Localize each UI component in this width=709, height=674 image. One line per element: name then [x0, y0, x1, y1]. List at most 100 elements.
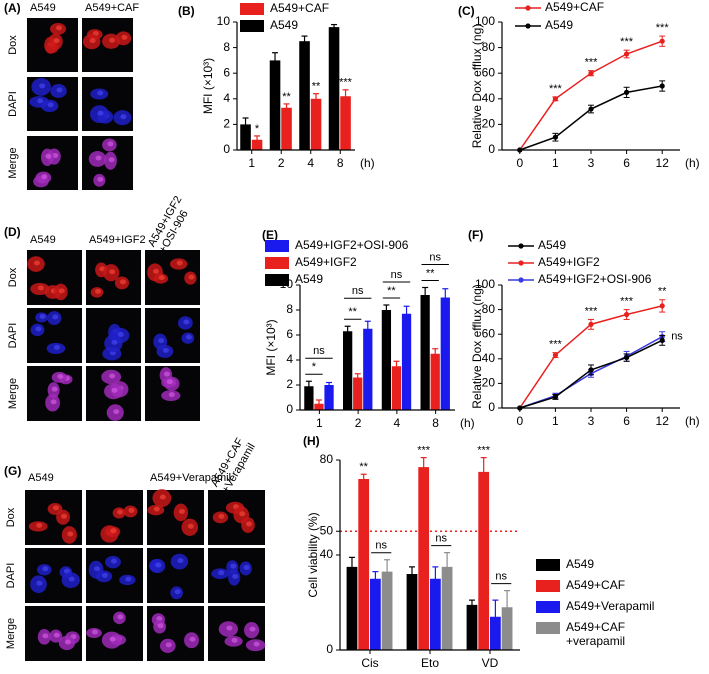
- panel-label: (C): [458, 4, 475, 18]
- panel-label: (D): [4, 225, 21, 239]
- nucleus-detail: [107, 141, 114, 147]
- bar: [304, 386, 314, 410]
- x-tick-label: VD: [482, 656, 499, 670]
- nucleus-detail: [119, 279, 126, 285]
- nucleus-detail: [37, 98, 44, 104]
- y-tick-label: 40: [482, 91, 496, 105]
- bar: [430, 578, 441, 650]
- x-tick-label: 2: [278, 156, 285, 170]
- nucleus-detail: [68, 576, 75, 582]
- bar: [420, 295, 430, 410]
- nucleus-detail: [36, 580, 43, 586]
- bar: [353, 377, 363, 410]
- panel-label: (F): [468, 228, 483, 242]
- legend-swatch: [240, 3, 264, 15]
- y-tick-label: 6: [286, 327, 293, 341]
- nucleus-detail: [52, 314, 59, 320]
- bar: [328, 27, 340, 150]
- legend-label: A549: [545, 18, 573, 32]
- row-label: Merge: [7, 147, 19, 178]
- comparison-label: ns: [435, 533, 447, 545]
- nucleus-detail: [52, 153, 59, 159]
- x-tick-label: 0: [516, 414, 523, 428]
- bar: [251, 139, 263, 150]
- row-label: Merge: [5, 618, 17, 649]
- nucleus-detail: [111, 339, 118, 345]
- nucleus-detail: [35, 326, 42, 332]
- comparison-label: *: [312, 361, 317, 373]
- comparison-label: **: [348, 306, 357, 318]
- legend-label: A549+CAF: [566, 578, 625, 592]
- nucleus-detail: [226, 625, 233, 631]
- y-axis-label: Relative Dox efflux (ng): [470, 24, 484, 149]
- significance: ***: [549, 339, 563, 351]
- nucleus-detail: [56, 25, 63, 31]
- nucleus-detail: [92, 629, 99, 635]
- y-tick-label: 80: [320, 452, 334, 466]
- nucleus-detail: [177, 558, 184, 564]
- comparison-label: **: [387, 285, 396, 297]
- bar: [441, 566, 453, 650]
- nucleus-detail: [232, 573, 239, 579]
- nucleus-detail: [121, 34, 128, 40]
- x-tick-label: 1: [316, 416, 323, 430]
- significance: ***: [549, 83, 563, 95]
- y-axis-label: MFI (×10³): [264, 319, 278, 375]
- nucleus-detail: [56, 87, 63, 93]
- legend-marker: [525, 5, 531, 11]
- bar: [281, 107, 292, 150]
- nucleus-detail: [97, 110, 104, 116]
- legend-swatch: [536, 559, 560, 571]
- point: [624, 51, 630, 57]
- nucleus-detail: [189, 636, 196, 642]
- x-tick-label: 6: [623, 156, 630, 170]
- column-label: A549: [28, 472, 54, 484]
- nucleus-detail: [163, 371, 170, 377]
- legend-swatch: [536, 622, 560, 634]
- panel-label: (B): [178, 4, 195, 18]
- nucleus-detail: [41, 174, 48, 180]
- nucleus-detail: [58, 288, 65, 294]
- y-tick-label: 50: [320, 523, 334, 537]
- column-label: A549: [30, 2, 56, 14]
- nucleus-detail: [243, 564, 250, 570]
- nucleus-detail: [231, 637, 238, 643]
- nucleus-detail: [108, 157, 115, 163]
- y-tick-label: 100: [475, 14, 495, 28]
- legend-label: A549+IGF2: [538, 255, 600, 269]
- nucleus-detail: [36, 522, 43, 528]
- y-tick-label: 60: [482, 326, 496, 340]
- legend-swatch: [265, 240, 289, 252]
- nucleus-detail: [39, 83, 46, 89]
- legend-label: A549+IGF2+OSI-906: [295, 238, 409, 252]
- nucleus-detail: [101, 572, 108, 578]
- y-tick-label: 0: [326, 642, 333, 656]
- comparison-label: **: [426, 267, 435, 279]
- bar: [391, 366, 402, 410]
- bar: [343, 331, 353, 410]
- significance: *: [255, 123, 260, 135]
- x-axis-label: (h): [360, 156, 375, 170]
- nucleus-detail: [94, 566, 101, 572]
- nucleus-detail: [153, 268, 160, 274]
- x-tick-label: 8: [337, 156, 344, 170]
- x-tick-label: 2: [355, 416, 362, 430]
- comparison-label: ns: [352, 285, 364, 297]
- y-tick-label: 10: [217, 14, 231, 28]
- y-tick-label: 4: [286, 352, 293, 366]
- bar: [466, 604, 478, 650]
- nucleus-detail: [61, 513, 68, 519]
- x-tick-label: 4: [394, 416, 401, 430]
- point: [552, 134, 559, 140]
- nucleus-detail: [51, 386, 58, 392]
- nucleus-detail: [45, 153, 52, 159]
- legend-marker: [518, 243, 524, 249]
- legend-swatch: [240, 20, 264, 32]
- nucleus-detail: [156, 616, 163, 622]
- y-axis-label: MFI (×10³): [201, 58, 215, 114]
- legend-label: A549+IGF2: [295, 255, 357, 269]
- nucleus-detail: [47, 102, 54, 108]
- y-tick-label: 60: [482, 65, 496, 79]
- nucleus-detail: [128, 507, 135, 513]
- bar: [406, 574, 418, 650]
